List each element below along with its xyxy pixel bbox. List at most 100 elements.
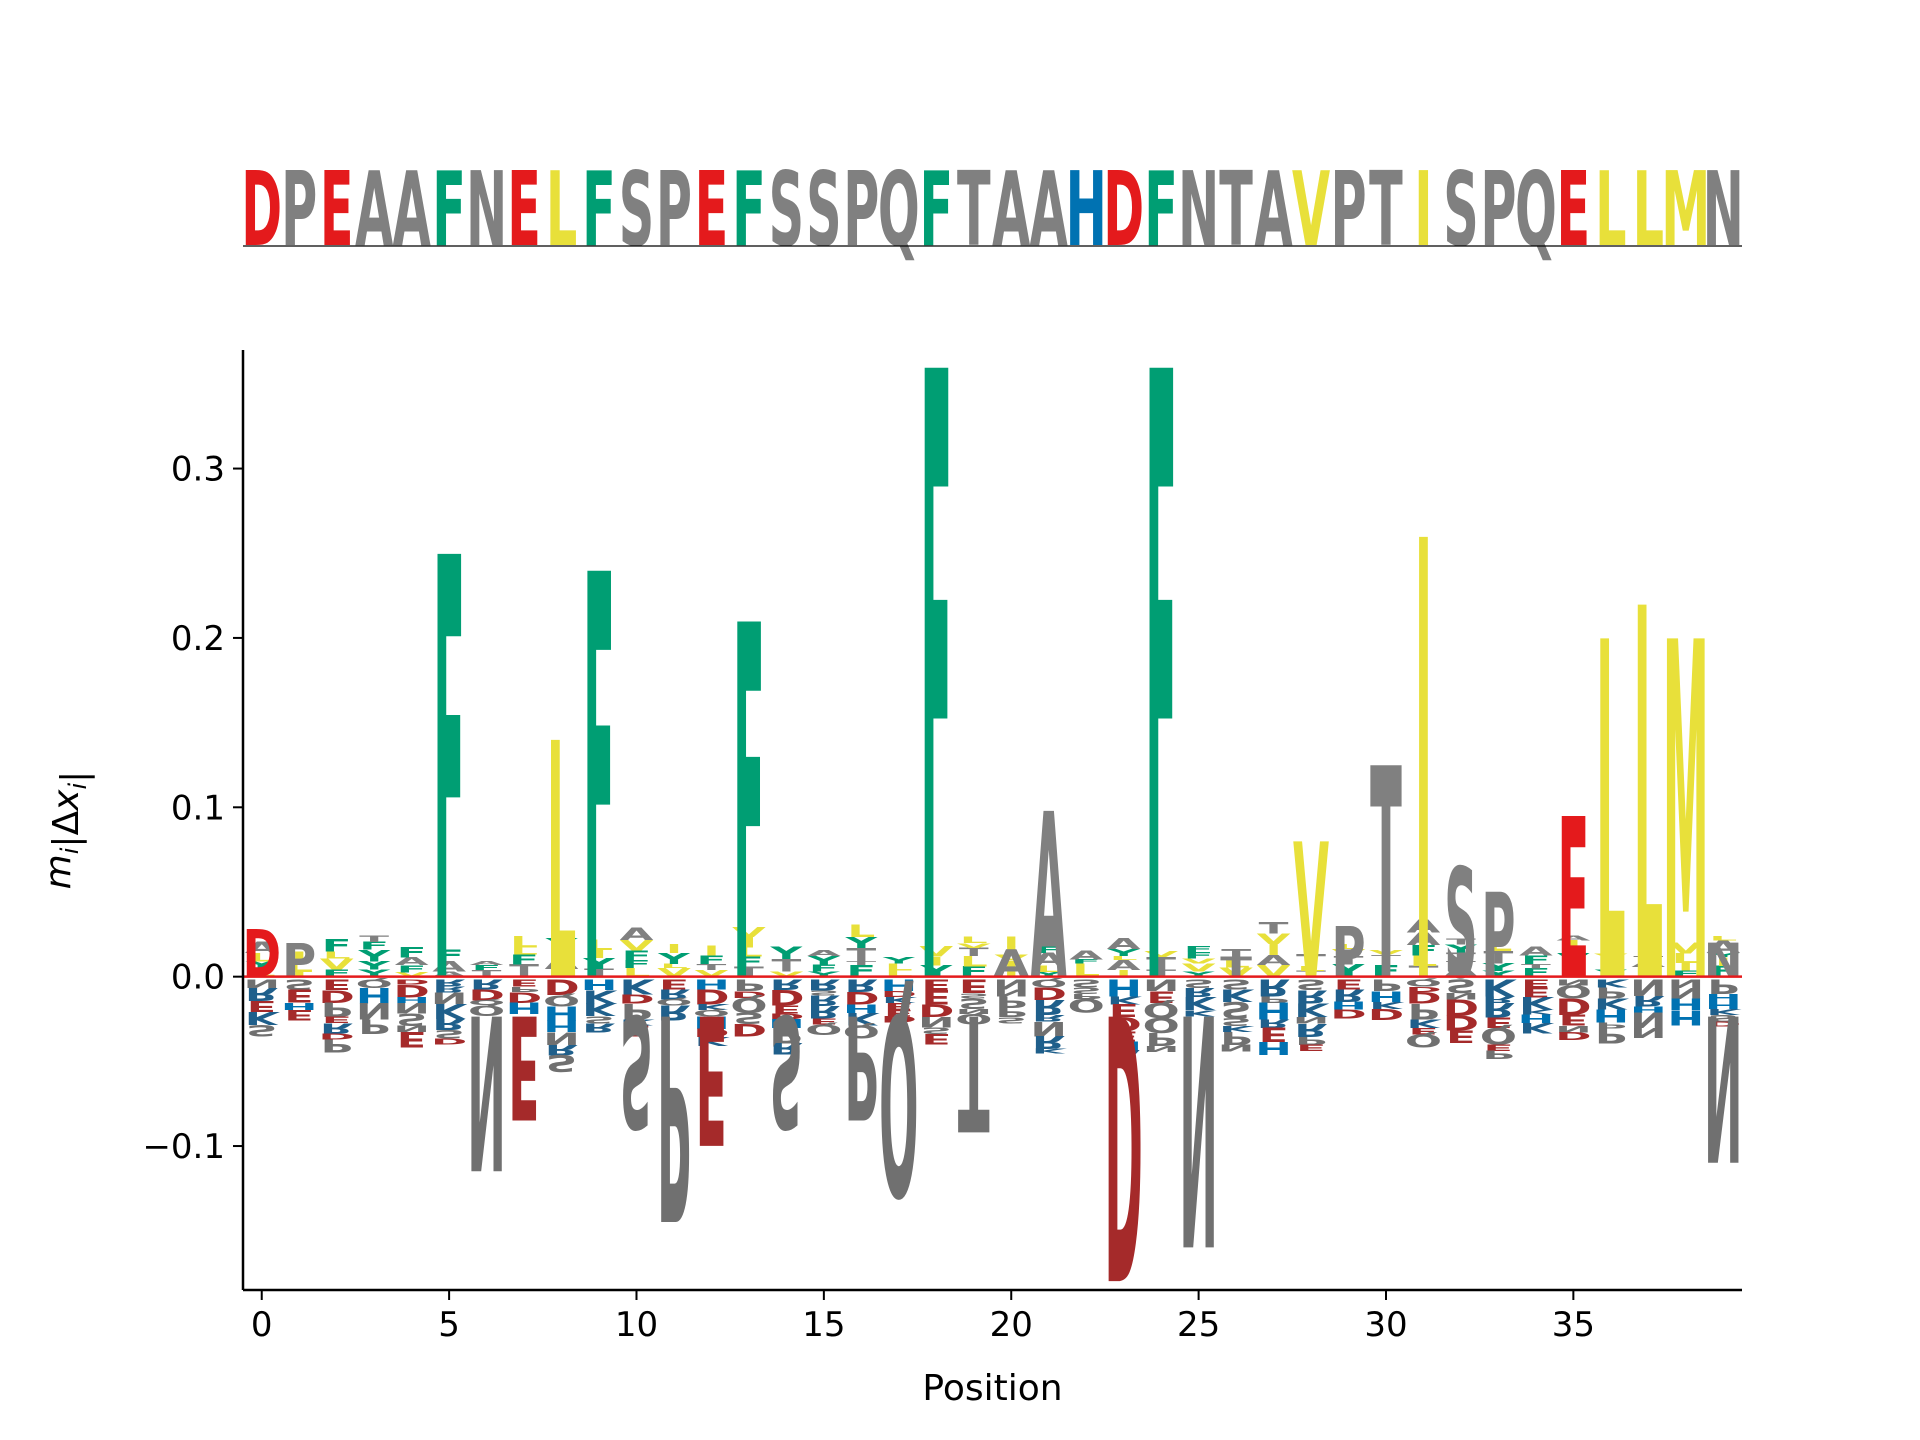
svg-text:R: R [845, 976, 879, 996]
svg-text:H: H [843, 1002, 880, 1016]
noise-letter: I [1378, 958, 1394, 966]
svg-text:Q: Q [805, 1021, 842, 1037]
noise-letter: V [769, 970, 804, 978]
noise-letter: K [1369, 999, 1405, 1010]
svg-text:N: N [1703, 151, 1744, 271]
noise-letter: H [1105, 974, 1142, 1000]
noise-letter: E [921, 976, 951, 993]
noise-letter: L [885, 962, 913, 973]
svg-text:T: T [1369, 151, 1403, 271]
svg-text:H: H [1667, 1005, 1704, 1029]
noise-letter: K [1594, 995, 1630, 1013]
noise-letter: P [1482, 1048, 1514, 1062]
svg-text:F: F [397, 964, 427, 975]
svg-text:V: V [695, 969, 730, 979]
svg-text:Q: Q [1515, 151, 1557, 271]
svg-text:H: H [881, 976, 918, 994]
noise-letter: V [1257, 931, 1291, 948]
svg-text:D: D [1705, 1020, 1741, 1028]
wt-letter: S [619, 151, 654, 271]
svg-text:L: L [1596, 546, 1626, 1086]
svg-text:D: D [468, 986, 504, 1003]
svg-text:Y: Y [357, 968, 392, 979]
svg-text:S: S [770, 980, 803, 1160]
noise-letter: A [1107, 935, 1142, 952]
svg-text:R: R [1257, 974, 1291, 1000]
noise-letter: K [620, 1017, 656, 1026]
noise-letter: T [1446, 960, 1477, 968]
svg-text:L: L [847, 921, 875, 941]
svg-text:Y: Y [1481, 962, 1515, 974]
svg-text:S: S [1220, 976, 1251, 992]
noise-letter: V [620, 937, 655, 954]
noise-letter: Q [730, 992, 767, 1016]
noise-letter: K [1519, 993, 1555, 1013]
noise-letter: F [397, 964, 427, 975]
noise-letter: L [1297, 964, 1325, 972]
svg-text:K: K [1594, 977, 1630, 990]
svg-text:I: I [553, 946, 569, 960]
svg-text:I: I [1003, 946, 1019, 958]
noise-letter: E [809, 1016, 839, 1025]
svg-text:L: L [546, 151, 577, 271]
svg-text:R: R [1482, 998, 1516, 1021]
noise-letter: E [1483, 1014, 1513, 1031]
svg-text:T: T [959, 945, 989, 958]
svg-text:I: I [1603, 954, 1619, 974]
logo-letter-L: L [1633, 505, 1663, 1098]
svg-text:E: E [509, 977, 539, 988]
svg-text:T: T [1296, 951, 1327, 970]
svg-text:Q: Q [1480, 1022, 1517, 1048]
svg-text:K: K [245, 1008, 280, 1029]
noise-letter: D [768, 984, 804, 1009]
svg-text:E: E [1557, 151, 1591, 271]
noise-letter: S [1708, 1012, 1739, 1023]
svg-text:S: S [1445, 975, 1476, 996]
svg-text:N: N [1443, 991, 1480, 1001]
svg-text:Q: Q [843, 1021, 880, 1042]
logo-letter-T: T [1220, 951, 1252, 984]
noise-letter: T [771, 956, 801, 976]
noise-letter: S [1295, 976, 1326, 993]
noise-letter: F [697, 953, 727, 967]
noise-letter: T [697, 963, 728, 973]
svg-text:H: H [393, 995, 430, 1005]
svg-text:H: H [356, 982, 393, 1006]
svg-text:A: A [1706, 937, 1740, 957]
svg-text:T: T [1220, 951, 1252, 984]
svg-text:D: D [731, 1020, 767, 1040]
svg-text:I: I [1715, 955, 1731, 969]
noise-letter: P [620, 998, 652, 1023]
svg-text:D: D [881, 1014, 917, 1024]
svg-text:L: L [1709, 935, 1737, 942]
noise-letter: K [1219, 985, 1255, 1005]
noise-letter: K [1519, 1008, 1555, 1016]
svg-text:E: E [1259, 1023, 1289, 1046]
noise-letter: E [1558, 1011, 1588, 1029]
svg-text:F: F [322, 936, 352, 956]
noise-letter: E [1521, 984, 1551, 999]
svg-text:Q: Q [1068, 995, 1105, 1016]
svg-text:E: E [1557, 772, 1589, 1029]
svg-text:F: F [1144, 151, 1178, 271]
svg-text:R: R [245, 984, 279, 1005]
noise-letter: V [732, 925, 766, 940]
svg-text:I: I [1003, 971, 1019, 978]
noise-letter: K [882, 995, 918, 1004]
svg-text:V: V [1369, 949, 1404, 956]
svg-text:T: T [1334, 953, 1364, 967]
noise-letter: Q [468, 998, 505, 1006]
noise-letter: Q [1143, 998, 1180, 1022]
svg-text:K: K [1219, 985, 1255, 1005]
noise-letter: D [731, 989, 767, 999]
noise-letter: T [1296, 969, 1327, 978]
svg-text:T: T [1219, 151, 1253, 271]
svg-text:N: N [1667, 977, 1704, 990]
noise-letter: V [320, 956, 355, 973]
noise-letter: P [770, 1023, 802, 1047]
svg-text:V: V [1182, 957, 1217, 965]
logo-letter-N: N [1704, 968, 1743, 1201]
svg-text:R: R [545, 1041, 579, 1057]
svg-text:A: A [1107, 935, 1142, 952]
noise-letter: S [1070, 977, 1101, 990]
